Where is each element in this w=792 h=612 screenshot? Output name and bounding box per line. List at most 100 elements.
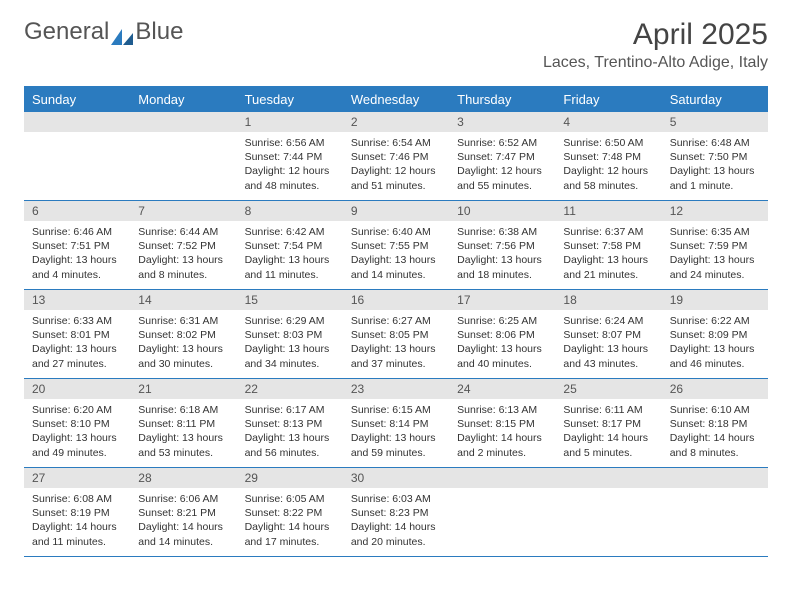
weekday-wednesday: Wednesday xyxy=(343,88,449,112)
sunset-text: Sunset: 8:11 PM xyxy=(138,417,228,431)
daylight-text: Daylight: 13 hours and 18 minutes. xyxy=(457,253,547,281)
sunrise-text: Sunrise: 6:29 AM xyxy=(245,314,335,328)
sunrise-text: Sunrise: 6:50 AM xyxy=(563,136,653,150)
sunrise-text: Sunrise: 6:48 AM xyxy=(670,136,760,150)
sunset-text: Sunset: 7:50 PM xyxy=(670,150,760,164)
sunrise-text: Sunrise: 6:11 AM xyxy=(563,403,653,417)
daylight-text: Daylight: 14 hours and 5 minutes. xyxy=(563,431,653,459)
sunrise-text: Sunrise: 6:35 AM xyxy=(670,225,760,239)
daylight-text: Daylight: 14 hours and 11 minutes. xyxy=(32,520,122,548)
day-content: Sunrise: 6:17 AMSunset: 8:13 PMDaylight:… xyxy=(237,399,343,466)
daylight-text: Daylight: 13 hours and 49 minutes. xyxy=(32,431,122,459)
day-number: 7 xyxy=(130,201,236,221)
sunrise-text: Sunrise: 6:10 AM xyxy=(670,403,760,417)
sunrise-text: Sunrise: 6:08 AM xyxy=(32,492,122,506)
day-cell xyxy=(24,112,130,200)
day-cell: 20Sunrise: 6:20 AMSunset: 8:10 PMDayligh… xyxy=(24,379,130,467)
daylight-text: Daylight: 13 hours and 21 minutes. xyxy=(563,253,653,281)
sunset-text: Sunset: 7:44 PM xyxy=(245,150,335,164)
sunset-text: Sunset: 8:23 PM xyxy=(351,506,441,520)
day-cell: 5Sunrise: 6:48 AMSunset: 7:50 PMDaylight… xyxy=(662,112,768,200)
sunset-text: Sunset: 8:13 PM xyxy=(245,417,335,431)
day-content: Sunrise: 6:46 AMSunset: 7:51 PMDaylight:… xyxy=(24,221,130,288)
day-content: Sunrise: 6:48 AMSunset: 7:50 PMDaylight:… xyxy=(662,132,768,199)
empty-day-header xyxy=(662,468,768,488)
sunset-text: Sunset: 8:14 PM xyxy=(351,417,441,431)
calendar-body: 1Sunrise: 6:56 AMSunset: 7:44 PMDaylight… xyxy=(24,112,768,557)
sunset-text: Sunset: 7:46 PM xyxy=(351,150,441,164)
day-cell xyxy=(555,468,661,556)
brand-text-1: General xyxy=(24,18,109,46)
weekday-monday: Monday xyxy=(130,88,236,112)
sunrise-text: Sunrise: 6:22 AM xyxy=(670,314,760,328)
day-content: Sunrise: 6:24 AMSunset: 8:07 PMDaylight:… xyxy=(555,310,661,377)
sunset-text: Sunset: 8:03 PM xyxy=(245,328,335,342)
weekday-friday: Friday xyxy=(555,88,661,112)
day-number: 21 xyxy=(130,379,236,399)
day-cell: 24Sunrise: 6:13 AMSunset: 8:15 PMDayligh… xyxy=(449,379,555,467)
daylight-text: Daylight: 13 hours and 8 minutes. xyxy=(138,253,228,281)
day-number: 14 xyxy=(130,290,236,310)
daylight-text: Daylight: 13 hours and 24 minutes. xyxy=(670,253,760,281)
day-cell: 10 Sunrise: 6:38 AMSunset: 7:56 PMDayligh… xyxy=(449,201,555,289)
day-cell: 28Sunrise: 6:06 AMSunset: 8:21 PMDayligh… xyxy=(130,468,236,556)
sunrise-text: Sunrise: 6:42 AM xyxy=(245,225,335,239)
day-number: 4 xyxy=(555,112,661,132)
sunset-text: Sunset: 7:56 PM xyxy=(457,239,547,253)
day-cell: 4Sunrise: 6:50 AMSunset: 7:48 PMDaylight… xyxy=(555,112,661,200)
day-content: Sunrise: 6:10 AMSunset: 8:18 PMDaylight:… xyxy=(662,399,768,466)
day-cell: 21Sunrise: 6:18 AMSunset: 8:11 PMDayligh… xyxy=(130,379,236,467)
day-cell: 6Sunrise: 6:46 AMSunset: 7:51 PMDaylight… xyxy=(24,201,130,289)
day-content: Sunrise: 6:06 AMSunset: 8:21 PMDaylight:… xyxy=(130,488,236,555)
sunrise-text: Sunrise: 6:06 AM xyxy=(138,492,228,506)
day-number: 10 xyxy=(449,201,555,221)
week-row: 1Sunrise: 6:56 AMSunset: 7:44 PMDaylight… xyxy=(24,112,768,201)
sunset-text: Sunset: 8:02 PM xyxy=(138,328,228,342)
sunset-text: Sunset: 7:52 PM xyxy=(138,239,228,253)
daylight-text: Daylight: 13 hours and 37 minutes. xyxy=(351,342,441,370)
day-number: 18 xyxy=(555,290,661,310)
day-content: Sunrise: 6:03 AMSunset: 8:23 PMDaylight:… xyxy=(343,488,449,555)
month-title: April 2025 xyxy=(543,18,768,52)
day-cell: 2Sunrise: 6:54 AMSunset: 7:46 PMDaylight… xyxy=(343,112,449,200)
weekday-sunday: Sunday xyxy=(24,88,130,112)
day-cell: 18Sunrise: 6:24 AMSunset: 8:07 PMDayligh… xyxy=(555,290,661,378)
sunrise-text: Sunrise: 6:38 AM xyxy=(457,225,547,239)
daylight-text: Daylight: 13 hours and 27 minutes. xyxy=(32,342,122,370)
day-cell: 11Sunrise: 6:37 AMSunset: 7:58 PMDayligh… xyxy=(555,201,661,289)
brand-text-2: Blue xyxy=(135,18,183,46)
day-content: Sunrise: 6:08 AMSunset: 8:19 PMDaylight:… xyxy=(24,488,130,555)
day-cell: 22Sunrise: 6:17 AMSunset: 8:13 PMDayligh… xyxy=(237,379,343,467)
day-content: Sunrise: 6:29 AMSunset: 8:03 PMDaylight:… xyxy=(237,310,343,377)
day-cell: 3Sunrise: 6:52 AMSunset: 7:47 PMDaylight… xyxy=(449,112,555,200)
weekday-thursday: Thursday xyxy=(449,88,555,112)
day-number: 16 xyxy=(343,290,449,310)
daylight-text: Daylight: 14 hours and 20 minutes. xyxy=(351,520,441,548)
day-content: Sunrise: 6:37 AMSunset: 7:58 PMDaylight:… xyxy=(555,221,661,288)
week-row: 13Sunrise: 6:33 AMSunset: 8:01 PMDayligh… xyxy=(24,290,768,379)
weekday-row: SundayMondayTuesdayWednesdayThursdayFrid… xyxy=(24,88,768,112)
day-number: 19 xyxy=(662,290,768,310)
day-content: Sunrise: 6:22 AMSunset: 8:09 PMDaylight:… xyxy=(662,310,768,377)
day-content: Sunrise: 6:05 AMSunset: 8:22 PMDaylight:… xyxy=(237,488,343,555)
sunrise-text: Sunrise: 6:31 AM xyxy=(138,314,228,328)
day-number: 2 xyxy=(343,112,449,132)
sunrise-text: Sunrise: 6:27 AM xyxy=(351,314,441,328)
header: General Blue April 2025 Laces, Trentino-… xyxy=(0,0,792,80)
day-number: 8 xyxy=(237,201,343,221)
sunset-text: Sunset: 7:48 PM xyxy=(563,150,653,164)
daylight-text: Daylight: 14 hours and 8 minutes. xyxy=(670,431,760,459)
daylight-text: Daylight: 13 hours and 4 minutes. xyxy=(32,253,122,281)
daylight-text: Daylight: 12 hours and 48 minutes. xyxy=(245,164,335,192)
day-number: 22 xyxy=(237,379,343,399)
day-cell: 1Sunrise: 6:56 AMSunset: 7:44 PMDaylight… xyxy=(237,112,343,200)
day-content: Sunrise: 6:50 AMSunset: 7:48 PMDaylight:… xyxy=(555,132,661,199)
daylight-text: Daylight: 13 hours and 46 minutes. xyxy=(670,342,760,370)
sunrise-text: Sunrise: 6:05 AM xyxy=(245,492,335,506)
sunset-text: Sunset: 7:54 PM xyxy=(245,239,335,253)
sunset-text: Sunset: 7:58 PM xyxy=(563,239,653,253)
daylight-text: Daylight: 13 hours and 11 minutes. xyxy=(245,253,335,281)
day-number: 29 xyxy=(237,468,343,488)
sail-icon xyxy=(111,24,133,40)
day-number: 15 xyxy=(237,290,343,310)
